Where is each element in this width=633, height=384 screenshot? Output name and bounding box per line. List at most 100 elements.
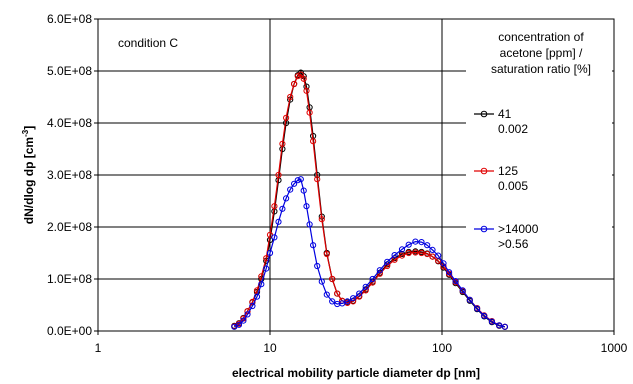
data-point <box>279 205 286 212</box>
legend-entry-label: 41 <box>498 107 512 121</box>
x-tick-label: 100 <box>432 341 452 355</box>
legend-entry-label: 0.002 <box>498 122 528 136</box>
data-point <box>474 305 481 312</box>
data-point <box>306 221 313 228</box>
legend-entry-label: >14000 <box>498 222 539 236</box>
data-point <box>356 290 363 297</box>
legend-title-line: concentration of <box>498 30 584 44</box>
data-point <box>452 278 459 285</box>
legend-entry-label: 0.005 <box>498 179 528 193</box>
legend-title-line: saturation ratio [%] <box>491 62 591 76</box>
data-point <box>275 218 282 225</box>
data-point <box>481 312 488 319</box>
data-point <box>266 231 274 238</box>
y-tick-label: 3.0E+08 <box>47 168 92 182</box>
legend-entry-label: >0.56 <box>498 237 529 251</box>
y-tick-label: 5.0E+08 <box>47 64 92 78</box>
data-point <box>405 249 412 257</box>
data-point <box>412 249 419 256</box>
data-point <box>283 195 290 202</box>
data-point <box>350 295 357 302</box>
data-point <box>287 93 294 101</box>
x-tick-label: 1000 <box>601 341 628 355</box>
data-point <box>235 321 243 328</box>
data-point <box>384 258 391 265</box>
data-point <box>263 265 270 272</box>
data-point <box>300 187 307 194</box>
legend: concentration of acetone [ppm] / saturat… <box>466 21 612 251</box>
data-point <box>391 252 398 259</box>
data-point <box>418 239 425 246</box>
x-tick-label: 1 <box>95 341 102 355</box>
series-line <box>234 73 506 328</box>
y-axis-label-superscript: -3 <box>21 129 30 137</box>
data-point <box>303 87 310 94</box>
x-tick-label: 10 <box>263 341 277 355</box>
data-point <box>329 298 336 305</box>
data-point <box>266 249 274 257</box>
data-point <box>306 109 313 116</box>
data-point <box>344 298 351 305</box>
data-point <box>271 234 278 241</box>
tick-labels: 0.0E+00 1.0E+08 2.0E+08 3.0E+08 4.0E+08 5.0E+… <box>47 12 628 355</box>
y-axis-label-main: dN/dlog dp [cm <box>22 137 36 224</box>
data-point <box>294 177 301 184</box>
data-point <box>318 278 325 285</box>
data-point <box>429 246 436 253</box>
data-point <box>310 138 317 145</box>
data-point <box>384 262 391 270</box>
data-point <box>271 203 278 210</box>
data-point <box>459 287 466 294</box>
data-point <box>249 302 256 310</box>
data-point <box>253 293 261 300</box>
legend-background <box>466 21 612 236</box>
data-point <box>334 290 341 297</box>
data-point <box>323 250 330 258</box>
data-point <box>244 311 251 318</box>
y-axis-label-end: ] <box>22 126 36 130</box>
data-point <box>405 241 412 248</box>
data-point <box>303 203 310 210</box>
data-point <box>291 180 298 187</box>
legend-swatch-marker <box>480 225 488 233</box>
data-point <box>398 246 406 253</box>
y-tick-label: 0.0E+00 <box>47 324 92 338</box>
data-point <box>446 269 453 276</box>
y-tick-label: 2.0E+08 <box>47 220 92 234</box>
y-tick-label: 1.0E+08 <box>47 272 92 286</box>
y-axis-label: dN/dlog dp [cm-3] <box>21 126 36 224</box>
data-point <box>240 317 247 324</box>
data-point <box>429 253 436 260</box>
data-point <box>369 275 376 283</box>
legend-title-line: acetone [ppm] / <box>500 46 583 60</box>
y-tick-label: 4.0E+08 <box>47 116 92 130</box>
data-point <box>412 238 419 245</box>
data-point <box>287 186 294 193</box>
data-point <box>435 252 442 259</box>
data-point <box>329 275 336 283</box>
data-point <box>291 80 298 88</box>
data-point <box>424 242 431 249</box>
data-point <box>488 318 495 325</box>
data-point <box>279 140 286 147</box>
legend-swatch-marker <box>480 167 488 175</box>
data-point <box>314 176 321 183</box>
data-point <box>398 252 406 259</box>
data-point <box>294 73 301 80</box>
data-point <box>362 283 369 290</box>
grid-layer <box>98 19 614 331</box>
y-tick-label: 6.0E+08 <box>47 12 92 26</box>
data-point <box>339 300 346 307</box>
series-layer <box>231 69 508 330</box>
data-point <box>376 267 383 274</box>
data-point <box>466 296 473 303</box>
data-point <box>501 323 508 330</box>
data-point <box>275 171 282 179</box>
data-point <box>424 250 431 258</box>
data-point <box>283 114 290 121</box>
data-point <box>391 256 398 263</box>
data-point <box>323 291 330 298</box>
data-point <box>440 260 447 267</box>
data-point <box>310 242 317 249</box>
